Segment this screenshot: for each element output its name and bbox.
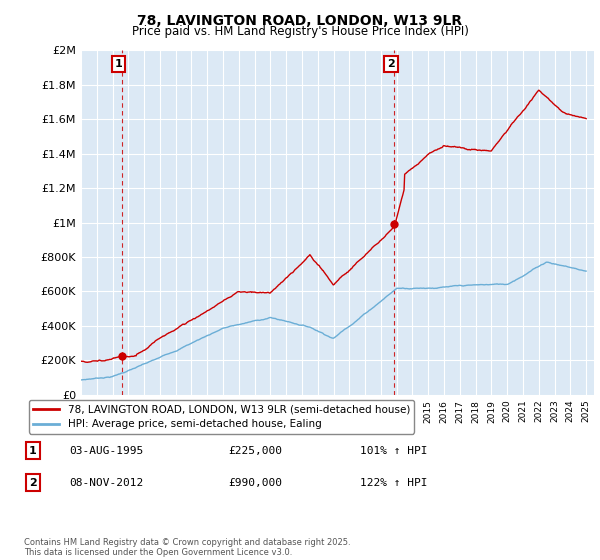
Text: 1: 1 <box>115 59 122 69</box>
Text: 1: 1 <box>29 446 37 456</box>
Text: £225,000: £225,000 <box>228 446 282 456</box>
Text: 101% ↑ HPI: 101% ↑ HPI <box>360 446 427 456</box>
Text: Contains HM Land Registry data © Crown copyright and database right 2025.
This d: Contains HM Land Registry data © Crown c… <box>24 538 350 557</box>
Legend: 78, LAVINGTON ROAD, LONDON, W13 9LR (semi-detached house), HPI: Average price, s: 78, LAVINGTON ROAD, LONDON, W13 9LR (sem… <box>29 400 414 433</box>
Text: Price paid vs. HM Land Registry's House Price Index (HPI): Price paid vs. HM Land Registry's House … <box>131 25 469 38</box>
Bar <box>81 50 594 395</box>
Text: 2: 2 <box>29 478 37 488</box>
Text: 78, LAVINGTON ROAD, LONDON, W13 9LR: 78, LAVINGTON ROAD, LONDON, W13 9LR <box>137 14 463 28</box>
Text: 2: 2 <box>387 59 395 69</box>
Text: £990,000: £990,000 <box>228 478 282 488</box>
Text: 122% ↑ HPI: 122% ↑ HPI <box>360 478 427 488</box>
Text: 03-AUG-1995: 03-AUG-1995 <box>69 446 143 456</box>
Text: 08-NOV-2012: 08-NOV-2012 <box>69 478 143 488</box>
Bar <box>81 50 594 395</box>
